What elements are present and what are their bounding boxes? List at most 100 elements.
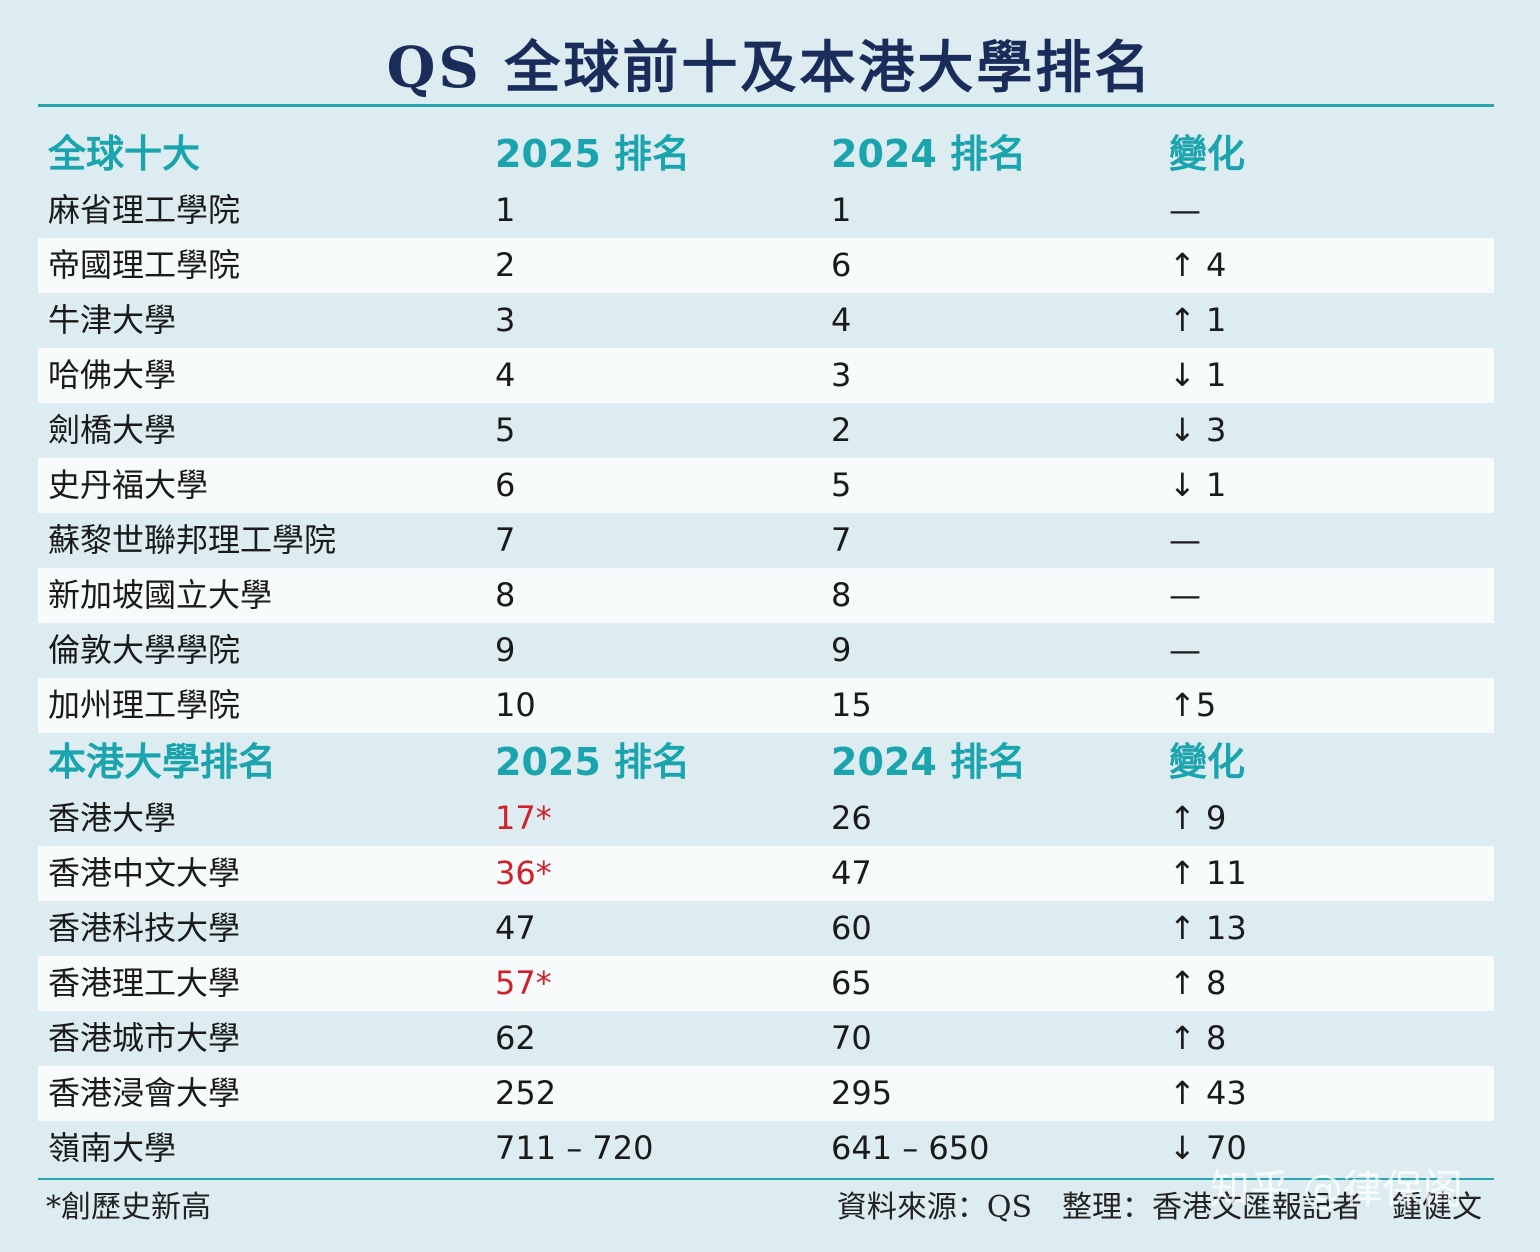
table-row: 香港城市大學 62 70 ↑ 8: [38, 1011, 1494, 1066]
table-row: 香港大學 17* 26 ↑ 9: [38, 791, 1494, 846]
rank-2025: 3: [495, 301, 516, 339]
table-row: 哈佛大學 4 3 ↓ 1: [38, 348, 1494, 403]
table-row: 加州理工學院 10 15 ↑5: [38, 678, 1494, 733]
rank-change: ↓ 3: [1169, 411, 1227, 449]
rank-2024: 2: [831, 411, 852, 449]
table-row: 麻省理工學院 1 1 —: [38, 183, 1494, 238]
rank-2025: 4: [495, 356, 516, 394]
rank-2025: 1: [495, 191, 516, 229]
source-credit: 資料來源：QS 整理：香港文匯報記者 鍾健文: [837, 1184, 1482, 1232]
university-name: 哈佛大學: [48, 356, 177, 394]
university-name: 史丹福大學: [48, 466, 209, 504]
global-header-rank-2025: 2025 排名: [495, 132, 690, 176]
global-header-rank-2024: 2024 排名: [831, 132, 1026, 176]
hk-header-change: 變化: [1169, 740, 1246, 784]
university-name: 劍橋大學: [48, 411, 177, 449]
table-row: 倫敦大學學院 9 9 —: [38, 623, 1494, 678]
rank-change: ↑ 11: [1169, 854, 1247, 892]
table-row: 劍橋大學 5 2 ↓ 3: [38, 403, 1494, 458]
rank-2024: 15: [831, 686, 872, 724]
rank-2024: 7: [831, 521, 852, 559]
rank-2025: 8: [495, 576, 516, 614]
rank-change: ↑ 9: [1169, 799, 1227, 837]
table-row: 帝國理工學院 2 6 ↑ 4: [38, 238, 1494, 293]
rankings-table: 全球十大 2025 排名 2024 排名 變化 麻省理工學院 1 1 — 帝國理…: [38, 125, 1494, 1176]
watermark: 知乎 @律保阁: [1210, 1167, 1463, 1213]
rank-2024: 641 – 650: [831, 1129, 990, 1167]
rank-change: —: [1169, 191, 1201, 229]
university-name: 香港科技大學: [48, 909, 241, 947]
rank-change: —: [1169, 521, 1201, 559]
global-header-university: 全球十大: [48, 132, 201, 176]
university-name: 加州理工學院: [48, 686, 241, 724]
table-row: 蘇黎世聯邦理工學院 7 7 —: [38, 513, 1494, 568]
university-name: 蘇黎世聯邦理工學院: [48, 521, 337, 559]
university-name: 倫敦大學學院: [48, 631, 241, 669]
table-row: 香港科技大學 47 60 ↑ 13: [38, 901, 1494, 956]
rank-2025: 62: [495, 1019, 536, 1057]
table-row: 香港中文大學 36* 47 ↑ 11: [38, 846, 1494, 901]
rank-2024: 5: [831, 466, 852, 504]
rank-change: ↓ 1: [1169, 466, 1227, 504]
table-row: 香港理工大學 57* 65 ↑ 8: [38, 956, 1494, 1011]
table-row: 嶺南大學 711 – 720 641 – 650 ↓ 70: [38, 1121, 1494, 1176]
rank-2025: 7: [495, 521, 516, 559]
rank-2024: 65: [831, 964, 872, 1002]
rank-2024: 9: [831, 631, 852, 669]
title-divider: [38, 104, 1494, 107]
rank-2025: 2: [495, 246, 516, 284]
university-name: 香港理工大學: [48, 964, 241, 1002]
rank-2024: 4: [831, 301, 852, 339]
university-name: 新加坡國立大學: [48, 576, 273, 614]
university-name: 嶺南大學: [48, 1129, 177, 1167]
table-row: 史丹福大學 6 5 ↓ 1: [38, 458, 1494, 513]
rank-2025-record-high: 36*: [495, 854, 552, 892]
university-name: 香港中文大學: [48, 854, 241, 892]
rank-2024: 26: [831, 799, 872, 837]
table-row: 香港浸會大學 252 295 ↑ 43: [38, 1066, 1494, 1121]
rank-2025-record-high: 17*: [495, 799, 552, 837]
table-row: 牛津大學 3 4 ↑ 1: [38, 293, 1494, 348]
rank-change: ↑ 8: [1169, 964, 1227, 1002]
page-title: QS 全球前十及本港大學排名: [386, 35, 1154, 101]
hk-header-row: 本港大學排名 2025 排名 2024 排名 變化: [38, 733, 1494, 791]
university-name: 麻省理工學院: [48, 191, 241, 229]
hk-header-rank-2024: 2024 排名: [831, 740, 1026, 784]
rank-2025: 5: [495, 411, 516, 449]
record-high-footnote: *創歷史新高: [46, 1190, 211, 1225]
rank-change: ↑ 8: [1169, 1019, 1227, 1057]
university-name: 帝國理工學院: [48, 246, 241, 284]
global-header-row: 全球十大 2025 排名 2024 排名 變化: [38, 125, 1494, 183]
rank-2024: 295: [831, 1074, 893, 1112]
rank-change: —: [1169, 631, 1201, 669]
rank-change: ↑ 13: [1169, 909, 1247, 947]
university-name: 香港城市大學: [48, 1019, 241, 1057]
rank-2025: 9: [495, 631, 516, 669]
rank-change: ↑ 4: [1169, 246, 1227, 284]
rank-2025: 252: [495, 1074, 557, 1112]
rank-change: ↑ 43: [1169, 1074, 1247, 1112]
rank-2024: 60: [831, 909, 872, 947]
rank-change: —: [1169, 576, 1201, 614]
hk-header-rank-2025: 2025 排名: [495, 740, 690, 784]
compiled-by: 整理：香港文匯報記者 鍾健文: [1062, 1190, 1482, 1225]
rank-2025: 6: [495, 466, 516, 504]
rank-2024: 6: [831, 246, 852, 284]
data-source: 資料來源：QS: [836, 1190, 1032, 1225]
bottom-divider: [38, 1178, 1494, 1180]
rank-change: ↓ 70: [1169, 1129, 1247, 1167]
rank-2024: 1: [831, 191, 852, 229]
university-name: 香港浸會大學: [48, 1074, 241, 1112]
rank-2025: 47: [495, 909, 536, 947]
global-header-change: 變化: [1169, 132, 1246, 176]
rank-2024: 3: [831, 356, 852, 394]
rank-change: ↑ 1: [1169, 301, 1227, 339]
rank-change: ↓ 1: [1169, 356, 1227, 394]
rank-2024: 70: [831, 1019, 872, 1057]
hk-header-university: 本港大學排名: [48, 740, 277, 784]
table-row: 新加坡國立大學 8 8 —: [38, 568, 1494, 623]
rank-2024: 8: [831, 576, 852, 614]
rank-2025: 10: [495, 686, 536, 724]
rank-2025: 711 – 720: [495, 1129, 654, 1167]
university-name: 香港大學: [48, 799, 177, 837]
